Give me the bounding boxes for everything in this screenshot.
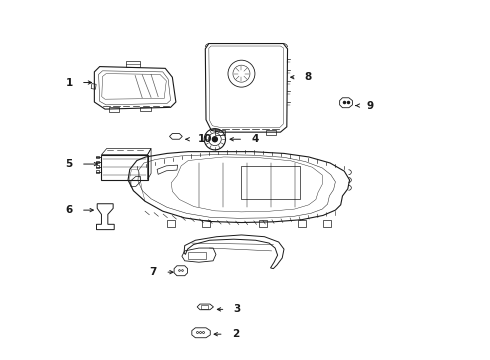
Text: 6: 6 [66, 205, 73, 215]
Bar [323, 220, 331, 227]
Bar [242, 166, 300, 199]
Bar [188, 252, 206, 259]
Bar [96, 156, 99, 158]
Bar [126, 61, 141, 67]
Text: 1: 1 [66, 77, 73, 87]
Text: 9: 9 [367, 100, 374, 111]
Bar [96, 166, 99, 168]
Bar [167, 220, 175, 227]
Text: 8: 8 [305, 72, 312, 82]
Bar [96, 170, 99, 173]
Bar [259, 220, 267, 227]
Bar [266, 130, 276, 135]
Bar [215, 130, 225, 135]
Text: 2: 2 [232, 329, 239, 339]
Text: 4: 4 [251, 134, 259, 144]
Bar [109, 107, 119, 112]
Text: 10: 10 [197, 134, 212, 144]
Bar [298, 220, 306, 227]
Bar [201, 305, 208, 309]
Text: 3: 3 [234, 304, 241, 314]
Bar [96, 161, 99, 163]
Bar [141, 107, 151, 111]
Circle shape [212, 137, 218, 142]
Text: 5: 5 [66, 159, 73, 169]
Bar [202, 220, 210, 227]
Text: 7: 7 [150, 267, 157, 277]
